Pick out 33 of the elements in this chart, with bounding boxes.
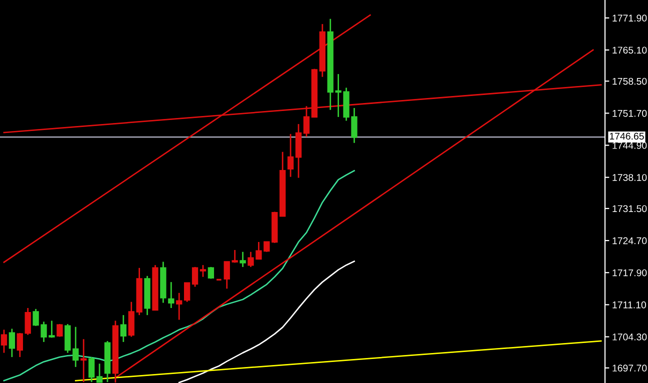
- candlestick: [0, 329, 8, 354]
- candlestick: [16, 332, 23, 358]
- y-tick-label: 1758.50: [612, 78, 647, 85]
- y-tick-label: 1731.50: [612, 205, 647, 212]
- candlestick: [72, 326, 79, 368]
- y-tick-label: 1697.70: [612, 364, 647, 372]
- y-tick-label: 1724.70: [612, 237, 647, 244]
- candlestick: [224, 261, 230, 290]
- candlestick: [287, 133, 294, 178]
- candlestick: [200, 264, 206, 278]
- line-series: [178, 260, 355, 383]
- y-tick-label: 1765.10: [612, 46, 647, 54]
- y-tick-label: 1738.10: [612, 174, 647, 181]
- candlestick: [120, 314, 126, 343]
- candlestick: [96, 362, 103, 383]
- candlestick: [24, 307, 31, 336]
- line-series: [3, 170, 355, 382]
- y-tick-label: 1704.30: [612, 334, 647, 340]
- candlestick: [56, 323, 63, 338]
- candlestick: [8, 328, 16, 358]
- y-tick-label: 1717.90: [612, 269, 647, 276]
- candlestick: [176, 292, 182, 320]
- candlestick: [168, 281, 174, 309]
- y-tick-label: 1751.70: [612, 110, 647, 117]
- y-tick-label: 1771.90: [612, 14, 647, 22]
- y-tick-label: 1711.10: [612, 301, 646, 308]
- candlestick: [80, 338, 87, 383]
- candlestick: [184, 282, 190, 303]
- ref-line-label: 1746.65: [610, 132, 644, 140]
- candlestick: [240, 251, 246, 268]
- candlestick: [88, 356, 95, 383]
- candlestick: [192, 266, 198, 288]
- candlestick: [232, 249, 238, 264]
